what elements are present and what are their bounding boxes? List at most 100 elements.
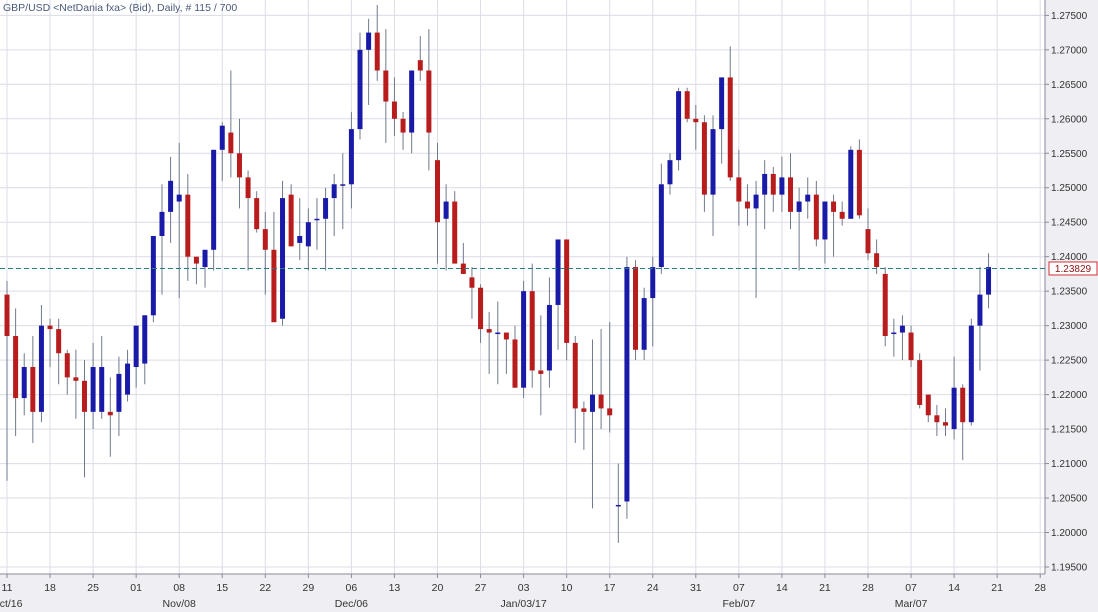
- candle-body: [47, 325, 53, 330]
- candle-body: [228, 132, 234, 154]
- candle: [366, 18, 372, 105]
- candle: [831, 194, 837, 257]
- candle-body: [452, 201, 458, 264]
- candle-body: [185, 194, 191, 257]
- candle: [357, 32, 363, 140]
- x-tick-label: 14: [776, 582, 788, 594]
- candle-body: [564, 239, 570, 343]
- candle-body: [13, 335, 19, 399]
- x-tick-label: 15: [216, 582, 228, 594]
- y-tick-label: 1.23000: [1051, 321, 1088, 332]
- last-price-tag: 1.23829: [1048, 261, 1098, 276]
- candle: [882, 267, 888, 347]
- candle: [899, 315, 905, 361]
- candle-body: [426, 70, 432, 133]
- candle: [839, 201, 845, 226]
- candle-body: [598, 394, 604, 409]
- candle: [30, 335, 36, 443]
- candle: [211, 149, 217, 271]
- candle: [848, 146, 854, 219]
- candle: [47, 318, 53, 368]
- candle-body: [796, 201, 802, 212]
- candle: [116, 356, 122, 436]
- y-tick-label: 1.20000: [1051, 528, 1088, 539]
- candle: [770, 167, 776, 212]
- candle: [753, 180, 759, 299]
- candle-body: [417, 60, 423, 71]
- candle: [219, 122, 225, 181]
- y-tick-label: 1.24000: [1051, 252, 1088, 263]
- candle: [460, 242, 466, 274]
- candle-body: [555, 239, 561, 305]
- candle-body: [168, 180, 174, 212]
- candle: [443, 184, 449, 271]
- x-tick-label: 25: [87, 582, 99, 594]
- candle-body: [150, 236, 156, 316]
- y-tick-label: 1.26000: [1051, 114, 1088, 125]
- candle: [271, 211, 277, 323]
- candle-body: [64, 353, 70, 378]
- candle-body: [676, 91, 682, 161]
- candle: [658, 163, 664, 274]
- candle-body: [495, 332, 501, 335]
- candle: [409, 70, 415, 154]
- candle: [142, 315, 148, 385]
- y-tick-label: 1.19500: [1051, 563, 1088, 574]
- candle-body: [383, 70, 389, 102]
- candle-body: [667, 160, 673, 185]
- candle: [90, 342, 96, 430]
- candle-body: [323, 198, 329, 219]
- candle-body: [788, 177, 794, 212]
- candle: [486, 311, 492, 374]
- candle: [529, 263, 535, 388]
- candle: [908, 325, 914, 368]
- candle: [865, 208, 871, 261]
- candle-body: [262, 229, 268, 250]
- candle-body: [305, 222, 311, 247]
- candle: [81, 360, 87, 478]
- candles: [4, 5, 992, 543]
- x-axis-panel: [0, 574, 1098, 612]
- y-tick-label: 1.27500: [1051, 11, 1088, 22]
- candle: [701, 115, 707, 212]
- x-tick-sublabel: Mar/07: [895, 598, 928, 610]
- candle: [168, 156, 174, 243]
- candle: [340, 153, 346, 230]
- last-price-label: 1.23829: [1055, 264, 1092, 275]
- candle-body: [615, 504, 621, 507]
- candle: [125, 349, 131, 402]
- candle: [21, 353, 27, 416]
- x-tick-label: 07: [733, 582, 745, 594]
- x-tick-label: 21: [991, 582, 1003, 594]
- candle-body: [719, 77, 725, 130]
- candle-body: [589, 394, 595, 412]
- candle: [813, 180, 819, 247]
- candle-body: [925, 394, 931, 416]
- candle-body: [762, 173, 768, 195]
- candle-body: [607, 408, 613, 416]
- candle-body: [99, 367, 105, 412]
- candle: [951, 356, 957, 440]
- candle: [331, 173, 337, 237]
- candle: [159, 184, 165, 295]
- candle-body: [280, 198, 286, 319]
- x-tick-sublabel: Oct/16: [0, 598, 23, 610]
- candle: [546, 277, 552, 388]
- candle-body: [56, 329, 62, 354]
- x-tick-label: 17: [604, 582, 616, 594]
- candle-body: [366, 32, 372, 50]
- candle: [512, 325, 518, 388]
- x-tick-label: 24: [647, 582, 659, 594]
- candle-body: [159, 211, 165, 237]
- candle: [555, 239, 561, 350]
- candle-body: [977, 294, 983, 326]
- candle-body: [874, 253, 880, 268]
- candle: [598, 329, 604, 430]
- candle-body: [478, 287, 484, 330]
- candle: [202, 249, 208, 288]
- candle-body: [986, 267, 992, 295]
- candle: [968, 318, 974, 426]
- x-tick-sublabel: Jan/03/17: [501, 598, 547, 610]
- candle-body: [125, 363, 131, 395]
